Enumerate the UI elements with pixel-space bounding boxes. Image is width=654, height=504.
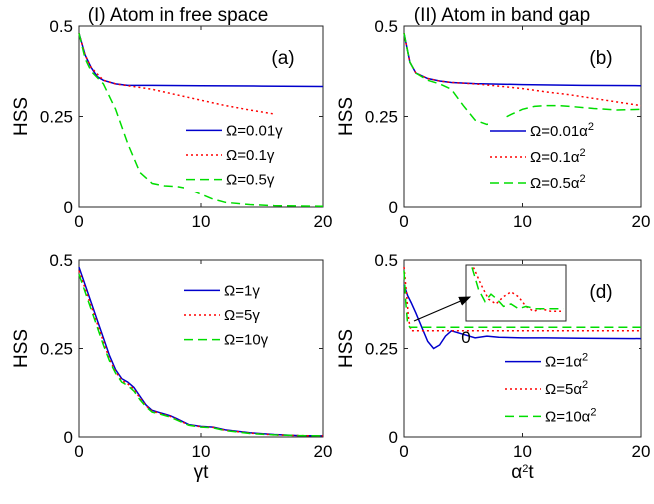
column-title-band-gap: (II) Atom in band gap: [414, 5, 590, 26]
y-tick-label: 0: [64, 198, 73, 217]
panel-label: (b): [589, 48, 612, 69]
x-tick-label: 0: [399, 212, 408, 231]
legend-entry: Ω=0.5α2​: [530, 173, 586, 192]
x-tick-label: 20: [314, 212, 333, 231]
legend-entry: Ω=1γ: [224, 282, 260, 299]
panel-label: (d): [589, 282, 612, 303]
y-tick-label: 0: [389, 428, 398, 447]
inset-series-green: [471, 267, 564, 310]
x-axis-label: γt: [194, 462, 210, 483]
x-tick-label: 10: [513, 212, 532, 231]
legend-entry: Ω=0.1γ: [226, 147, 275, 164]
legend-entry: Ω=5α2​: [545, 379, 588, 398]
legend-entry: Ω=0.1α2​: [530, 147, 586, 166]
legend-entry: Ω=0.5γ: [226, 172, 275, 189]
y-axis-label: HSS: [11, 97, 32, 136]
x-tick-label: 0: [74, 212, 83, 231]
y-tick-label: 0.5: [49, 251, 73, 270]
series-line-green: [78, 273, 324, 437]
x-tick-label: 10: [192, 212, 211, 231]
legend-entry: Ω=0.01α2​: [530, 121, 594, 140]
inset-box: [465, 264, 567, 322]
y-tick-label: 0.25: [365, 108, 398, 127]
column-title-free-space: (I) Atom in free space: [88, 5, 269, 26]
x-tick-label: 0: [399, 442, 408, 461]
panel-a: 0 10 20 0 0.25 0.5 HSS (a) Ω=0.01γ Ω=0.1γ Ω=0.5γ: [11, 17, 332, 231]
x-tick-label: 0: [74, 442, 83, 461]
y-tick-label: 0.5: [374, 251, 398, 270]
panels: 0 10 20 0 0.25 0.5 HSS (a) Ω=0.01γ Ω=0.1γ Ω=0.5γ 0 1…: [11, 17, 650, 483]
y-tick-label: 0.25: [40, 340, 73, 359]
legend-entry: Ω=1α2​: [545, 352, 588, 371]
legend-entry: Ω=5γ: [224, 307, 260, 324]
y-tick-label: 0: [64, 428, 73, 447]
x-tick-label: 10: [513, 442, 532, 461]
panel-label: (a): [271, 48, 294, 69]
legend-entry: Ω=10α2​: [545, 406, 596, 425]
y-tick-label: 0: [389, 198, 398, 217]
panel-b: 0 10 20 0 0.25 0.5 HSS (b) Ω=0.01α2​ Ω=0.1α2​ Ω=0.…: [336, 17, 650, 231]
x-axis-label: α2​t: [511, 462, 534, 483]
legend-entry: Ω=10γ: [224, 332, 269, 349]
y-tick-label: 0.5: [49, 17, 73, 36]
y-axis-label: HSS: [11, 329, 32, 368]
inset-arrow: [413, 296, 472, 322]
x-tick-label: 20: [314, 442, 333, 461]
series-line-red: [78, 32, 275, 115]
y-tick-label: 0.25: [365, 340, 398, 359]
y-tick-label: 0.25: [40, 108, 73, 127]
y-axis-label: HSS: [336, 97, 357, 136]
y-tick-label: 0.5: [374, 17, 398, 36]
inset-tick-label: 0: [461, 328, 470, 347]
x-tick-label: 20: [632, 442, 651, 461]
series-line-green: [78, 33, 324, 208]
legend-entry: Ω=0.01γ: [226, 122, 283, 139]
y-axis-label: HSS: [336, 329, 357, 368]
x-tick-label: 20: [632, 212, 651, 231]
series-line-blue: [403, 284, 642, 350]
panel-d: 0 10 20 0 0.25 0.5 HSS α2​t (d) Ω=1α2​ Ω=5α2​ Ω=10α…: [336, 251, 650, 483]
x-tick-label: 10: [192, 442, 211, 461]
